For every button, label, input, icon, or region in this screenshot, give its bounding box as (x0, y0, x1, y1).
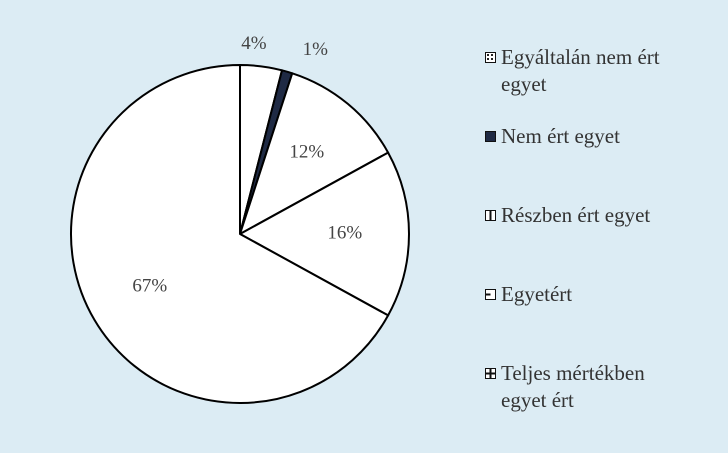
legend-swatch (485, 368, 496, 379)
data-label: 16% (327, 222, 362, 243)
legend-swatch (485, 289, 496, 300)
pie-slice (239, 72, 390, 235)
legend-item: Egyetért (485, 281, 725, 360)
data-label: 1% (303, 39, 329, 60)
legend-label: Egyáltalán nem ért egyet (501, 45, 660, 96)
legend-swatch (485, 131, 496, 142)
data-label: 12% (289, 142, 324, 163)
legend-item: Nem ért egyet (485, 123, 725, 202)
legend-label: Nem ért egyet (501, 124, 620, 148)
legend-item: Egyáltalán nem ért egyet (485, 44, 725, 123)
data-label: 4% (241, 33, 267, 54)
pie-slice (239, 151, 410, 317)
pie-slice (70, 64, 390, 404)
legend-swatch (485, 52, 496, 63)
legend: Egyáltalán nem ért egyet Nem ért egyet Rés… (485, 44, 725, 439)
data-label: 67% (132, 276, 167, 297)
legend-item: Részben ért egyet (485, 202, 725, 281)
legend-label: Részben ért egyet (501, 203, 651, 227)
legend-label: Egyetért (501, 282, 573, 306)
legend-swatch (485, 210, 496, 221)
legend-label: Teljes mértékben egyet ért (501, 361, 645, 412)
legend-item: Teljes mértékben egyet ért (485, 360, 725, 439)
